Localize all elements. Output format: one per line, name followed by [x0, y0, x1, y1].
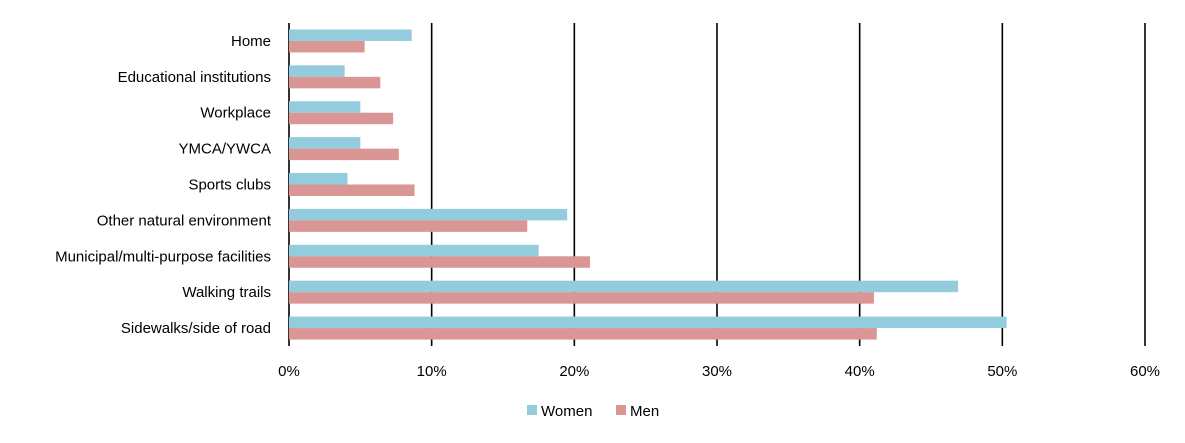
category-label: Home	[231, 33, 271, 50]
bar-men	[289, 148, 399, 161]
x-tick-label: 60%	[1130, 363, 1160, 380]
bar-men	[289, 328, 877, 340]
bar-women	[289, 208, 568, 221]
bars	[289, 29, 1007, 340]
category-label: Municipal/multi-purpose facilities	[55, 248, 271, 265]
legend-label-women: Women	[541, 403, 592, 420]
bar-men	[289, 292, 874, 304]
category-label: Other natural environment	[97, 212, 272, 229]
x-tick-label: 40%	[845, 363, 875, 380]
bar-men	[289, 112, 394, 125]
bar-men	[289, 220, 528, 232]
legend: Women Men	[527, 403, 659, 420]
bar-women	[289, 65, 345, 77]
x-tick-label: 50%	[987, 363, 1017, 380]
bar-men	[289, 76, 381, 89]
bar-men	[289, 256, 591, 268]
bar-women	[289, 280, 959, 293]
bar-men	[289, 184, 415, 196]
bar-women	[289, 29, 412, 41]
legend-label-men: Men	[630, 403, 659, 420]
gridlines	[288, 23, 1146, 346]
category-label: Sidewalks/side of road	[121, 320, 271, 337]
x-tick-label: 20%	[559, 363, 589, 380]
bar-women	[289, 137, 361, 149]
category-label: Sports clubs	[188, 177, 271, 194]
bar-men	[289, 40, 365, 53]
category-label: Workplace	[200, 105, 271, 122]
x-tick-labels: 0% 10% 20% 30% 40% 50% 60%	[278, 363, 1160, 380]
bar-women	[289, 316, 1007, 329]
category-label: Educational institutions	[118, 69, 271, 86]
bar-women	[289, 173, 348, 185]
bar-women	[289, 244, 539, 257]
category-label: Walking trails	[182, 284, 271, 301]
x-tick-label: 30%	[702, 363, 732, 380]
bar-women	[289, 101, 361, 113]
legend-swatch-women	[527, 405, 537, 415]
legend-swatch-men	[616, 405, 626, 415]
x-tick-label: 0%	[278, 363, 300, 380]
category-label: YMCA/YWCA	[178, 141, 271, 158]
x-tick-label: 10%	[417, 363, 447, 380]
category-labels: Home Educational institutions Workplace YMC…	[55, 33, 272, 337]
